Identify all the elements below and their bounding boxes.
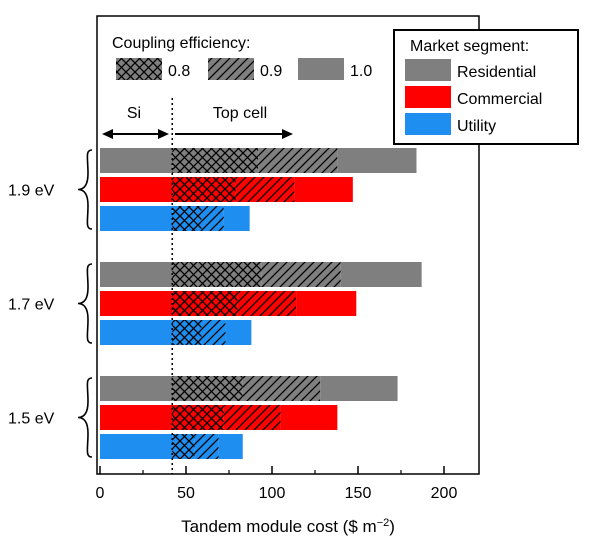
bar-residential-19eV-si xyxy=(100,148,173,173)
bar-utility-19eV-si xyxy=(100,206,173,231)
market-label-utility: Utility xyxy=(457,118,496,135)
bar-residential-17eV-si xyxy=(100,262,173,287)
bar-commercial-15eV-si xyxy=(100,405,173,430)
bar-residential-15eV-eff-0.9-hatch xyxy=(242,376,321,401)
bars-layer xyxy=(100,148,422,459)
bar-residential-19eV-eff-0.9-hatch xyxy=(258,148,338,173)
x-tick-label-0: 0 xyxy=(96,485,105,502)
plot-frame xyxy=(96,15,480,475)
group-label-1: 1.7 eV xyxy=(8,297,55,314)
coupling-label-0.9: 0.9 xyxy=(260,63,282,80)
x-tick-label-50: 50 xyxy=(177,485,195,502)
bar-residential-15eV-si xyxy=(100,376,173,401)
bar-residential-19eV-eff-1.0 xyxy=(337,148,417,173)
market-label-commercial: Commercial xyxy=(457,91,542,108)
si-label: Si xyxy=(127,105,141,122)
x-axis: 0 50 100 150 200 xyxy=(96,466,458,502)
coupling-legend-title: Coupling efficiency: xyxy=(112,35,250,52)
bar-utility-15eV-eff-1.0 xyxy=(218,434,243,459)
bar-residential-17eV-eff-0.9-hatch xyxy=(261,262,341,287)
bar-commercial-15eV-eff-1.0 xyxy=(280,405,338,430)
bar-utility-19eV-eff-0.8-hatch xyxy=(172,206,202,231)
x-tick-label-100: 100 xyxy=(259,485,286,502)
x-tick-label-200: 200 xyxy=(431,485,458,502)
coupling-legend: Coupling efficiency: 0.8 0.9 1.0 xyxy=(112,35,372,80)
coupling-swatch-1.0 xyxy=(298,58,344,80)
bar-commercial-17eV-eff-1.0 xyxy=(296,291,357,316)
market-swatch-utility xyxy=(405,113,451,135)
group-brace-1 xyxy=(77,263,93,344)
bar-commercial-15eV-eff-0.8-hatch xyxy=(172,405,224,430)
group-brace-0 xyxy=(77,149,93,230)
market-legend: Market segment: Residential Commercial U… xyxy=(393,29,579,145)
coupling-swatch-0.9-pattern xyxy=(208,58,254,80)
bar-commercial-19eV-eff-0.9-hatch xyxy=(235,177,295,202)
market-swatch-commercial xyxy=(405,86,451,108)
bar-utility-17eV-eff-0.8-hatch xyxy=(172,320,202,345)
bar-residential-15eV-eff-0.8-hatch xyxy=(172,376,243,401)
coupling-swatch-0.8-pattern xyxy=(116,58,162,80)
bar-utility-19eV-eff-1.0 xyxy=(223,206,250,231)
coupling-label-1.0: 1.0 xyxy=(350,63,372,80)
bar-commercial-19eV-eff-0.8-hatch xyxy=(172,177,236,202)
bar-commercial-19eV-si xyxy=(100,177,173,202)
bar-commercial-17eV-eff-0.8-hatch xyxy=(172,291,238,316)
bar-commercial-17eV-si xyxy=(100,291,173,316)
coupling-label-0.8: 0.8 xyxy=(168,63,190,80)
bar-utility-15eV-si xyxy=(100,434,173,459)
bar-commercial-15eV-eff-0.9-hatch xyxy=(223,405,281,430)
bar-utility-17eV-eff-0.9-hatch xyxy=(201,320,226,345)
bar-residential-17eV-eff-0.8-hatch xyxy=(172,262,262,287)
bar-utility-17eV-si xyxy=(100,320,173,345)
si-arrow-head-left xyxy=(102,129,113,139)
bar-utility-19eV-eff-0.9-hatch xyxy=(201,206,224,231)
x-tick-label-150: 150 xyxy=(345,485,372,502)
market-swatch-residential xyxy=(405,59,451,81)
group-brace-2 xyxy=(77,377,93,458)
group-labels: 1.9 eV 1.7 eV 1.5 eV xyxy=(8,149,93,458)
si-arrow-head-right xyxy=(158,129,169,139)
bar-residential-15eV-eff-1.0 xyxy=(320,376,398,401)
bar-utility-17eV-eff-1.0 xyxy=(225,320,252,345)
group-label-0: 1.9 eV xyxy=(8,183,55,200)
group-label-2: 1.5 eV xyxy=(8,411,55,428)
bar-commercial-19eV-eff-1.0 xyxy=(294,177,353,202)
market-legend-title: Market segment: xyxy=(410,38,529,55)
bar-utility-15eV-eff-0.8-hatch xyxy=(172,434,195,459)
si-topcell-annotation: Si Top cell xyxy=(102,105,293,139)
top-cell-label: Top cell xyxy=(213,105,267,122)
market-label-residential: Residential xyxy=(457,64,536,81)
bar-commercial-17eV-eff-0.9-hatch xyxy=(237,291,297,316)
x-axis-label: Tandem module cost ($ m−2) xyxy=(181,517,395,536)
bar-residential-17eV-eff-1.0 xyxy=(340,262,422,287)
bar-utility-15eV-eff-0.9-hatch xyxy=(194,434,219,459)
bar-residential-19eV-eff-0.8-hatch xyxy=(172,148,259,173)
top-cell-arrow-head xyxy=(282,129,293,139)
